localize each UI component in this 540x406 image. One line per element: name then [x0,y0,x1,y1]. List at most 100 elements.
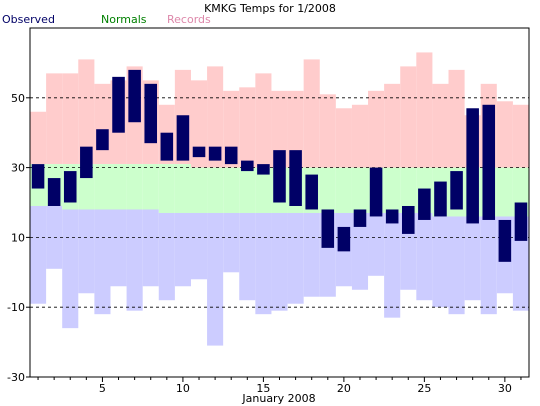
observed-bar [305,174,318,210]
observed-bar [353,209,367,227]
record-high-band [432,83,449,168]
y-axis: -30 -10 10 30 50 [7,92,30,384]
normal-band [239,167,256,213]
record-low-band [480,216,497,315]
record-low-band [239,212,256,301]
record-high-band [239,87,256,168]
record-high-band [287,90,304,168]
normal-band [400,167,417,213]
record-low-band [30,205,47,304]
record-low-band [255,212,272,315]
observed-bar [192,146,206,158]
record-high-band [351,104,369,168]
record-low-band [207,212,224,346]
observed-bar [402,205,415,234]
normal-band [190,167,208,213]
observed-bar [241,160,254,172]
record-low-band [464,216,481,301]
record-low-band [174,212,191,287]
legend: Observed Normals Records [2,13,211,26]
record-low-band [223,212,240,273]
legend-records: Records [167,13,211,26]
record-low-band [351,212,369,290]
y-tick-label: -10 [7,301,25,314]
chart-title: KMKG Temps for 1/2008 [204,2,336,15]
normal-band [207,167,224,213]
observed-bar [128,69,141,123]
observed-bar [80,146,93,179]
x-tick-label: 10 [176,382,190,395]
observed-bar [289,150,302,206]
x-tick-label: 30 [498,382,512,395]
normal-band [496,167,513,217]
observed-bar [273,150,286,203]
normal-band [126,164,143,210]
observed-bar [385,209,399,224]
x-tick-label: 20 [337,382,351,395]
record-high-band [190,80,208,168]
normal-band [351,167,369,213]
observed-bar [514,202,528,241]
observed-bar [176,115,190,161]
record-high-band [496,101,513,168]
observed-bar [96,129,109,151]
observed-bar [112,76,125,133]
record-high-band [512,104,529,168]
record-high-band [46,73,63,165]
observed-bar [31,164,45,189]
observed-bar [257,164,270,175]
observed-bar [144,83,158,144]
normal-band [335,167,352,213]
y-tick-label: 10 [11,231,25,244]
record-high-band [207,66,224,168]
record-high-band [400,66,417,168]
normal-band [110,164,127,210]
y-tick-label: 30 [11,162,25,175]
observed-bar [482,104,496,220]
observed-bar [160,132,174,161]
observed-bar [498,219,512,262]
y-tick-label: 50 [11,92,25,105]
record-high-band [448,69,465,168]
record-low-band [190,212,208,280]
normal-band [255,167,272,213]
normal-band [384,167,401,213]
observed-bar [321,209,335,248]
observed-bar [466,108,479,224]
normal-band [142,164,159,210]
legend-observed: Observed [2,13,55,26]
record-high-band [384,83,401,168]
normal-band [174,164,191,213]
observed-bar [369,167,383,217]
record-low-band [271,212,288,311]
record-low-band [158,212,175,301]
x-axis: 5 10 15 20 25 30 [37,377,522,395]
record-high-band [303,59,320,168]
grid-lines [30,97,529,308]
x-tick-label: 5 [99,382,106,395]
observed-bar [418,188,431,220]
x-axis-label: January 2008 [241,392,315,405]
record-low-band [384,212,401,318]
observed-bar [208,146,222,161]
record-high-band [30,111,47,165]
record-low-band [78,209,95,294]
observed-bar [434,181,447,217]
record-high-band [62,73,79,165]
record-low-band [432,216,449,308]
x-tick-label: 25 [417,382,431,395]
normal-band [94,164,111,210]
record-high-band [416,52,433,168]
normal-band [319,167,336,213]
record-low-band [303,212,320,297]
record-low-band [62,209,79,329]
observed-bar [47,178,61,206]
record-high-band [94,83,111,165]
x-tick-label: 15 [256,382,270,395]
record-low-band [368,212,385,276]
record-low-band [448,216,465,315]
record-low-band [94,209,111,315]
record-high-band [335,108,352,168]
record-high-band [271,90,288,168]
